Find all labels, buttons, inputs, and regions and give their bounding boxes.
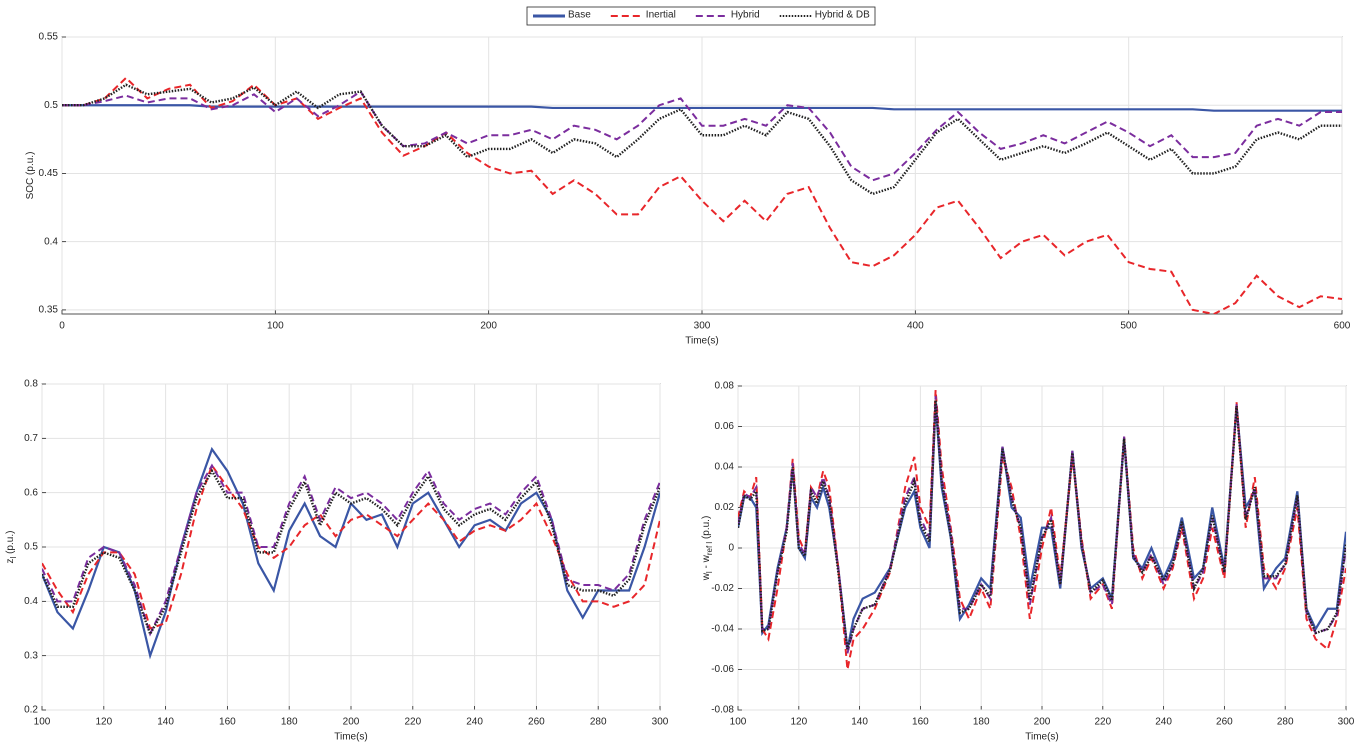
y-axis-label-part: w bbox=[701, 572, 712, 581]
y-tick-label: 0.2 bbox=[24, 705, 38, 716]
y-tick-label: 0.08 bbox=[715, 381, 735, 392]
x-tick-label: 120 bbox=[95, 717, 112, 728]
x-tick-label: 160 bbox=[219, 717, 236, 728]
y-axis-label-part: SOC (p.u.) bbox=[25, 152, 36, 200]
y-tick-label: 0.06 bbox=[715, 421, 735, 432]
y-tick-label: 0.5 bbox=[44, 100, 58, 111]
x-tick-label: 0 bbox=[59, 321, 65, 332]
x-tick-label: 200 bbox=[343, 717, 360, 728]
x-tick-label: 100 bbox=[34, 717, 51, 728]
x-tick-label: 220 bbox=[1094, 717, 1111, 728]
x-tick-label: 500 bbox=[1120, 321, 1137, 332]
y-axis-label-part: (p.u.) bbox=[5, 531, 16, 557]
y-tick-label: 0.8 bbox=[24, 379, 38, 390]
y-tick-label: 0 bbox=[728, 543, 734, 554]
legend-label: Hybrid bbox=[731, 10, 760, 21]
x-axis-label: Time(s) bbox=[1025, 732, 1059, 743]
series-line bbox=[738, 389, 1346, 670]
y-axis-label-part: ref l bbox=[705, 542, 714, 556]
y-axis-label-part: - w bbox=[701, 554, 712, 571]
y-axis-label: SOC (p.u.) bbox=[25, 152, 36, 200]
x-tick-label: 120 bbox=[790, 717, 807, 728]
x-tick-label: 180 bbox=[281, 717, 298, 728]
legend-label: Base bbox=[568, 10, 591, 21]
y-axis-label-part: z bbox=[5, 558, 16, 563]
y-tick-label: 0.6 bbox=[24, 487, 38, 498]
y-tick-label: 0.02 bbox=[715, 502, 735, 513]
x-tick-label: 260 bbox=[528, 717, 545, 728]
x-tick-label: 280 bbox=[590, 717, 607, 728]
y-tick-label: 0.5 bbox=[24, 542, 38, 553]
y-tick-label: -0.04 bbox=[711, 624, 734, 635]
legend-label: Hybrid & DB bbox=[815, 10, 870, 21]
x-tick-label: 300 bbox=[1338, 717, 1355, 728]
series-line bbox=[62, 83, 1342, 196]
x-tick-label: 260 bbox=[1216, 717, 1233, 728]
x-tick-label: 240 bbox=[1155, 717, 1172, 728]
y-tick-label: -0.08 bbox=[711, 705, 734, 716]
y-tick-label: 0.7 bbox=[24, 433, 38, 444]
x-tick-label: 200 bbox=[480, 321, 497, 332]
y-tick-label: -0.02 bbox=[711, 583, 734, 594]
y-axis-label-part: l bbox=[705, 571, 714, 573]
x-tick-label: 240 bbox=[466, 717, 483, 728]
x-tick-label: 140 bbox=[851, 717, 868, 728]
series-line bbox=[62, 90, 1342, 182]
y-axis-label: zl (p.u.) bbox=[5, 531, 18, 564]
x-tick-label: 220 bbox=[404, 717, 421, 728]
x-tick-label: 140 bbox=[157, 717, 174, 728]
series-line bbox=[42, 463, 660, 630]
series-line bbox=[738, 396, 1346, 654]
y-tick-label: -0.06 bbox=[711, 664, 734, 675]
y-axis-label: wl - wref l (p.u.) bbox=[701, 516, 714, 582]
y-tick-label: 0.4 bbox=[44, 236, 58, 247]
x-tick-label: 300 bbox=[652, 717, 669, 728]
y-axis-label-part: (p.u.) bbox=[701, 516, 712, 542]
y-tick-label: 0.4 bbox=[24, 596, 38, 607]
x-tick-label: 280 bbox=[1277, 717, 1294, 728]
x-tick-label: 400 bbox=[907, 321, 924, 332]
x-axis-label: Time(s) bbox=[685, 336, 719, 347]
y-axis-label-part: l bbox=[9, 556, 18, 558]
x-tick-label: 300 bbox=[694, 321, 711, 332]
y-tick-label: 0.45 bbox=[39, 168, 59, 179]
x-tick-label: 100 bbox=[730, 717, 747, 728]
y-tick-label: 0.3 bbox=[24, 650, 38, 661]
legend-label: Inertial bbox=[646, 10, 676, 21]
x-tick-label: 160 bbox=[912, 717, 929, 728]
y-tick-label: 0.04 bbox=[715, 462, 735, 473]
x-tick-label: 180 bbox=[973, 717, 990, 728]
x-tick-label: 600 bbox=[1334, 321, 1351, 332]
x-tick-label: 200 bbox=[1034, 717, 1051, 728]
series-line bbox=[738, 400, 1346, 650]
y-tick-label: 0.55 bbox=[39, 32, 59, 43]
y-tick-label: 0.35 bbox=[39, 305, 59, 316]
x-axis-label: Time(s) bbox=[334, 732, 368, 743]
series-line bbox=[42, 468, 660, 637]
x-tick-label: 100 bbox=[267, 321, 284, 332]
